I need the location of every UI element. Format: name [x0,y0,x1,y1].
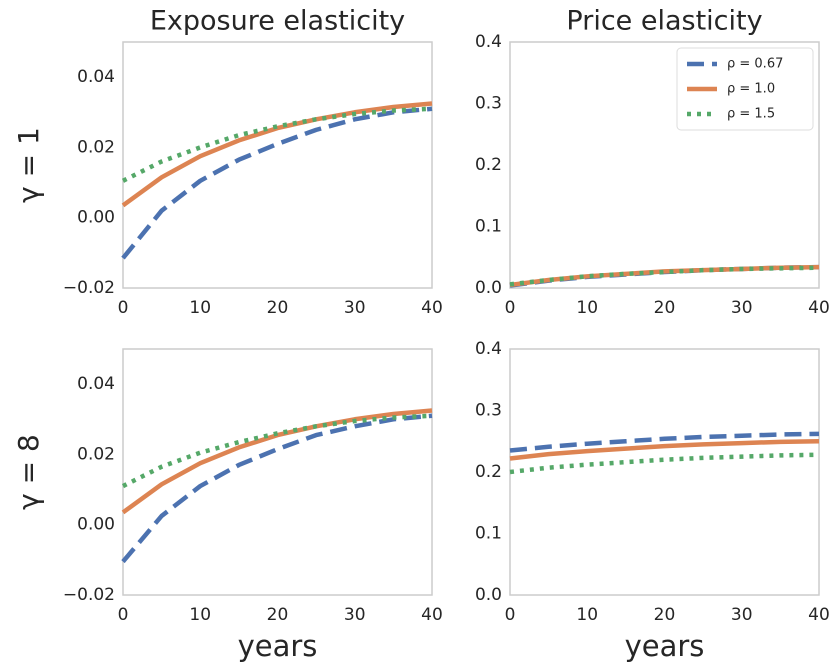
x-tick-label: 10 [189,605,211,625]
x-tick-label: 20 [267,605,289,625]
x-tick-label: 40 [421,298,443,318]
x-tick-label: 0 [505,298,516,318]
y-axis-label: γ = 8 [12,434,45,510]
axes-frame [122,348,433,596]
y-tick-label: 0.2 [475,462,502,482]
x-axis-label: years [238,629,318,663]
x-tick-label: 10 [189,298,211,318]
y-tick-label: 0.00 [77,208,115,228]
legend-label: ρ = 1.5 [727,107,775,122]
subplot-title: Exposure elasticity [150,6,405,37]
x-tick-label: 30 [731,605,753,625]
x-tick-label: 40 [808,605,830,625]
series-line [121,413,433,564]
x-tick-label: 20 [654,605,676,625]
x-tick-label: 0 [505,605,516,625]
y-tick-label: 0.04 [77,374,115,394]
axes-frame [122,41,433,289]
x-tick-label: 10 [576,298,598,318]
y-tick-label: −0.02 [63,278,115,298]
y-tick-label: 0.0 [475,585,502,605]
y-tick-label: 0.02 [77,137,115,157]
subplot-title: Price elasticity [566,6,762,37]
x-tick-label: 20 [654,298,676,318]
y-tick-label: 0.3 [475,401,502,421]
y-tick-label: 0.04 [77,67,115,87]
y-tick-label: 0.3 [475,94,502,114]
series-line [509,439,820,461]
y-tick-label: 0.1 [475,524,502,544]
y-tick-label: 0.4 [475,339,502,359]
x-tick-label: 40 [808,298,830,318]
series-line [121,106,433,183]
y-axis-label: γ = 1 [12,127,45,203]
y-tick-label: 0.02 [77,444,115,464]
y-tick-label: 0.2 [475,155,502,175]
series-line [121,106,433,260]
series-line [121,408,433,515]
x-tick-label: 40 [421,605,443,625]
x-tick-label: 0 [118,298,129,318]
series-line [121,413,433,489]
y-tick-label: 0.4 [475,32,502,52]
axes-frame [509,41,820,289]
x-tick-label: 20 [267,298,289,318]
series-line [509,431,820,453]
y-tick-label: 0.00 [77,515,115,535]
x-axis-label: years [625,629,705,663]
series-line [121,101,433,208]
y-tick-label: −0.02 [63,585,115,605]
axes-frame [509,348,820,596]
x-tick-label: 30 [731,298,753,318]
x-tick-label: 30 [344,298,366,318]
series-line [509,452,820,475]
legend-label: ρ = 0.67 [727,57,783,72]
x-tick-label: 0 [118,605,129,625]
series-line [509,265,820,287]
x-tick-label: 10 [576,605,598,625]
legend-box [676,47,814,131]
legend-label: ρ = 1.0 [727,82,775,97]
y-tick-label: 0.1 [475,217,502,237]
x-tick-label: 30 [344,605,366,625]
y-tick-label: 0.0 [475,278,502,298]
